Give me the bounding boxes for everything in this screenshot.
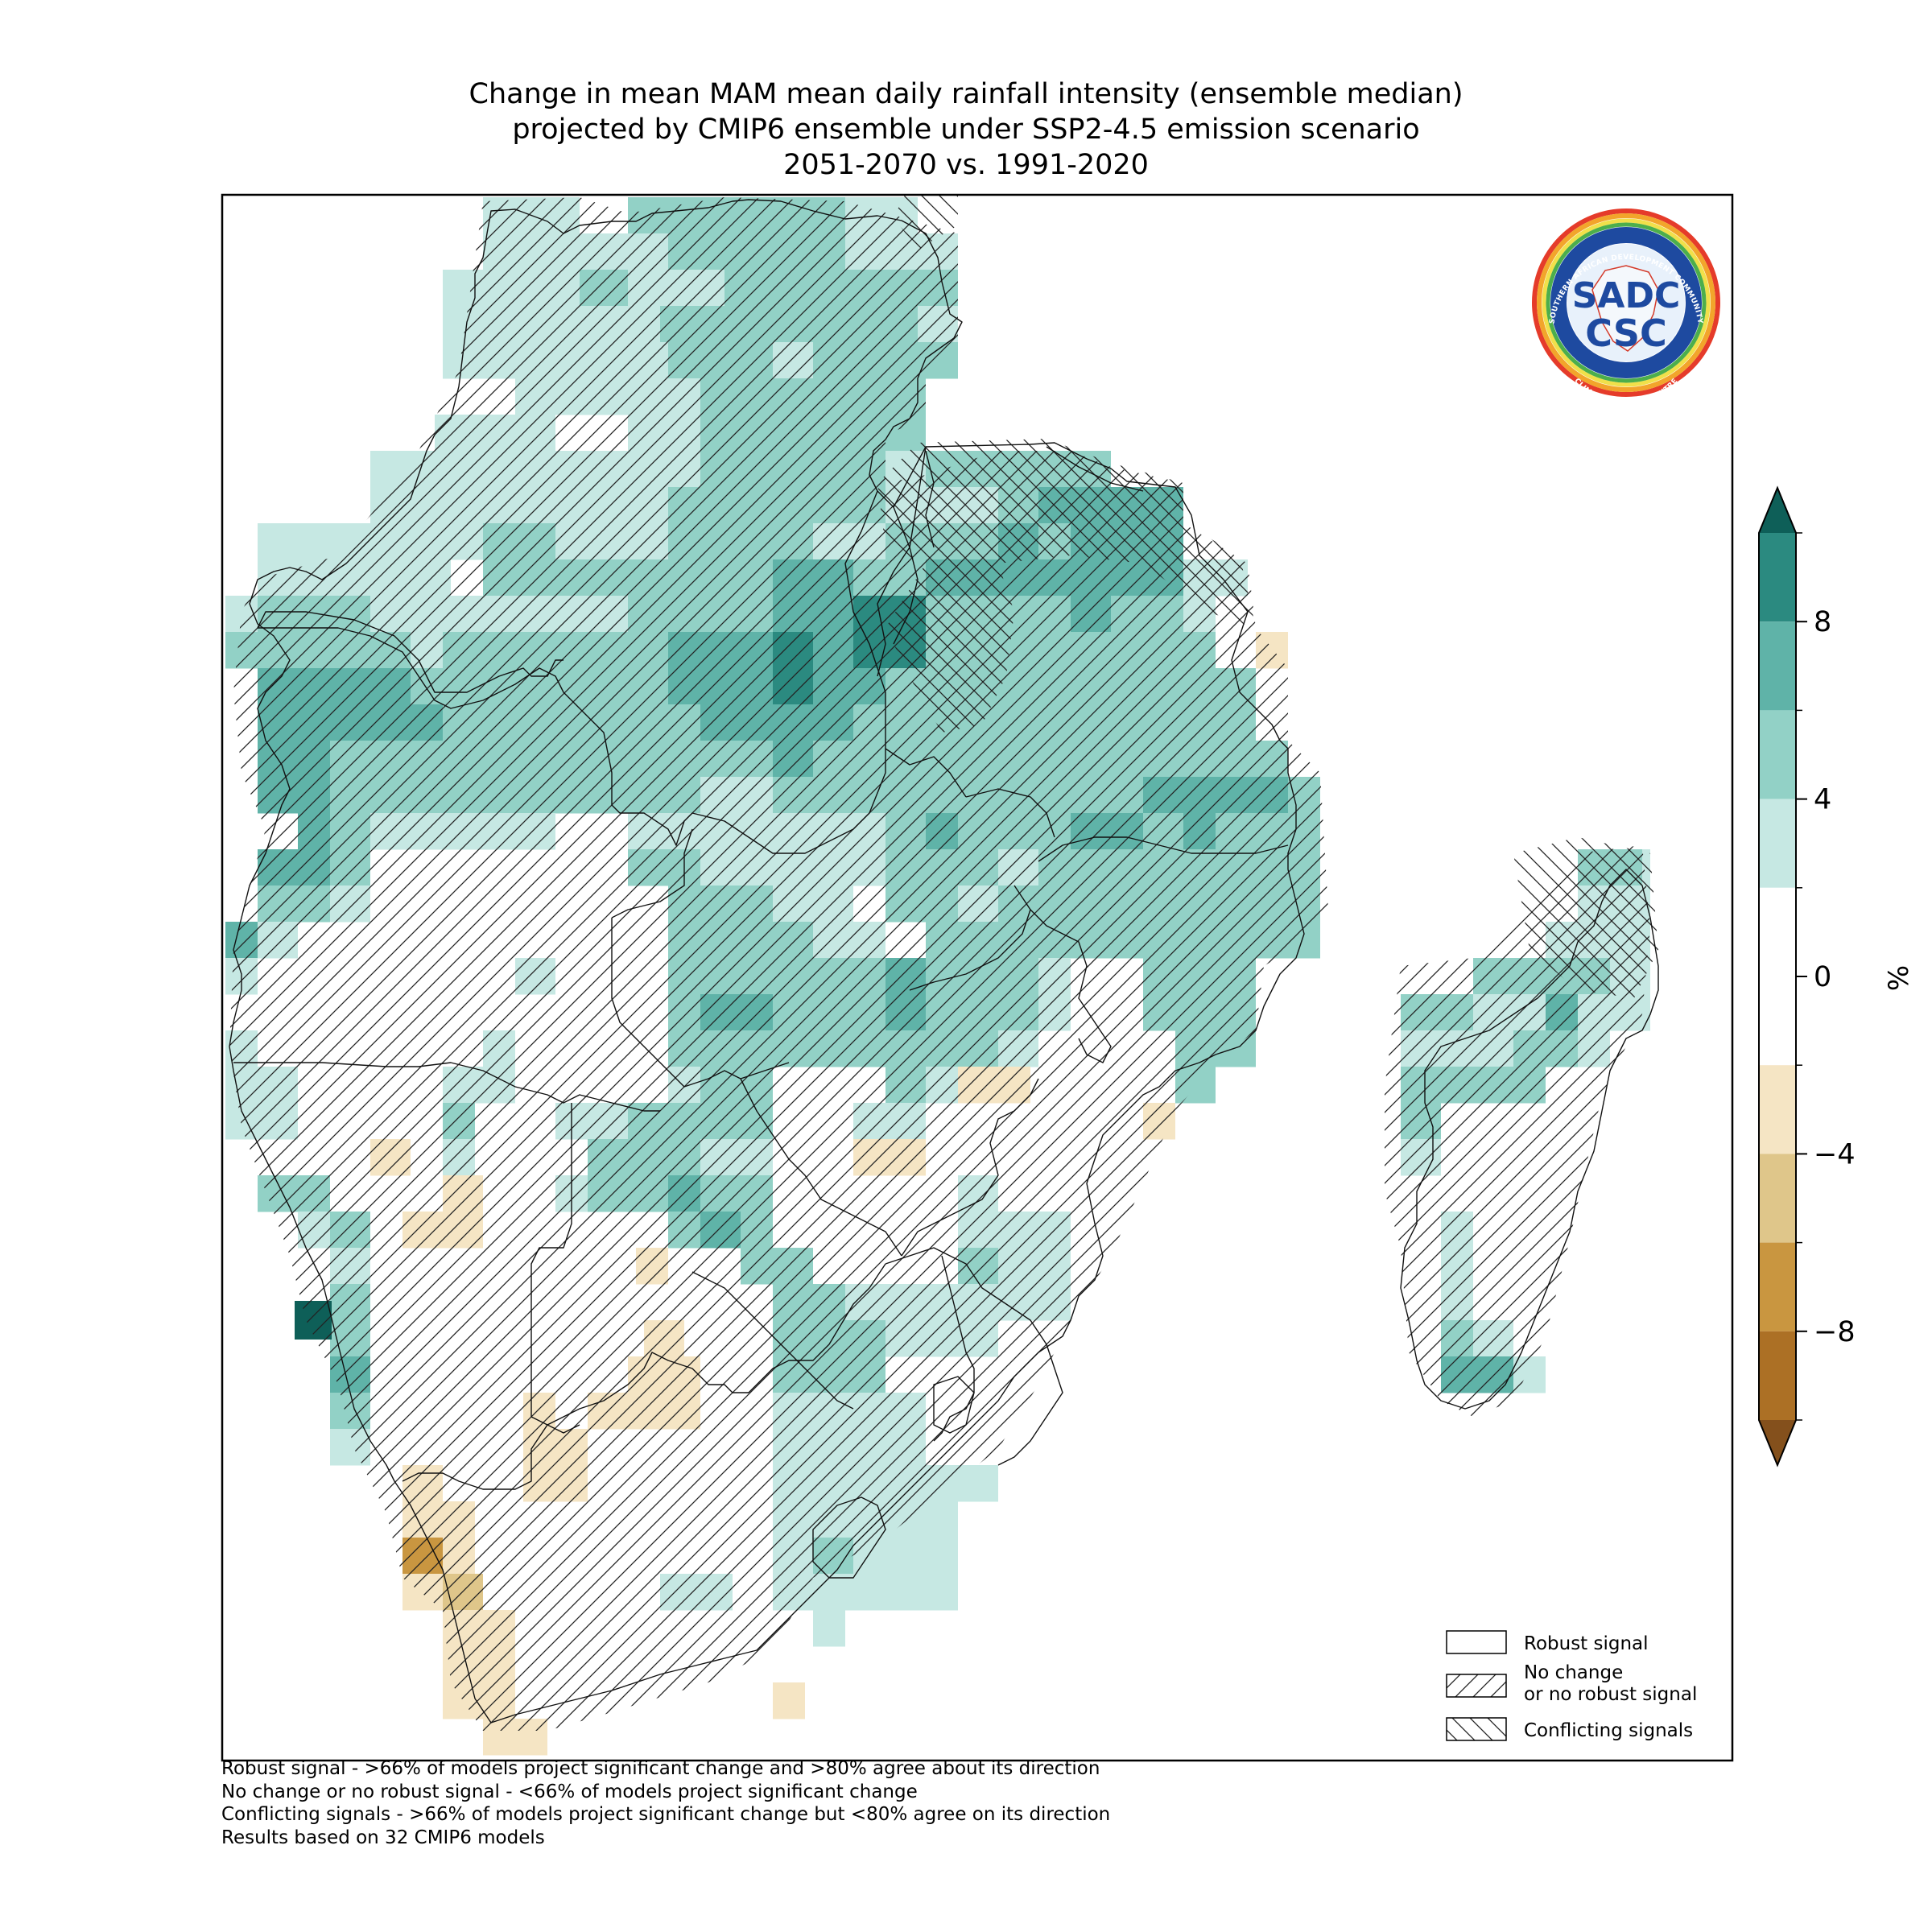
border-moz-sa: [933, 1255, 975, 1442]
colorbar-bin: [1759, 799, 1796, 888]
hatch-legend: Robust signal No change or no robust sig…: [1446, 1630, 1697, 1741]
colorbar-bin: [1759, 1242, 1796, 1331]
logo-letters-sadc: SADC: [1572, 275, 1681, 316]
mainland-coastline: [229, 199, 1305, 1724]
grid-cell: [886, 1538, 958, 1575]
colorbar-bin: [1759, 887, 1796, 1066]
grid-cell: [813, 1610, 845, 1647]
logo-africa-map: [1591, 265, 1659, 352]
legend-label-robust: Robust signal: [1524, 1633, 1649, 1654]
colorbar-tick-label: 4: [1814, 784, 1831, 816]
border-drc-tanzania: [844, 490, 886, 749]
eswatini: [933, 1376, 975, 1434]
logo-outer-ring-yellow: [1542, 218, 1711, 387]
border-moz-tanzania: [1038, 836, 1289, 862]
footnote-robust: Robust signal - >66% of models project s…: [221, 1758, 1100, 1779]
grid-cell: [886, 1574, 958, 1611]
border-zimbabwe-sa: [748, 1263, 886, 1393]
colorbar-bin: [1759, 1154, 1796, 1243]
border-tanzania-kenya: [1046, 446, 1144, 492]
legend-label-no-change-2: or no robust signal: [1524, 1684, 1697, 1705]
colorbar: 8 4 0 −4 −8: [1758, 485, 1856, 1468]
border-botswana-zimbabwe: [691, 1271, 854, 1410]
sadc-csc-logo: SADC CSC SOUTHERN AFRICAN DEVELOPMENT CO…: [1532, 208, 1720, 408]
border-sa-namibia: [402, 1424, 548, 1490]
border-zimbabwe-moz: [885, 1247, 1047, 1345]
border-botswana-sa: [547, 1352, 749, 1426]
border-tanzania-west: [877, 446, 927, 677]
lake-tanganyika: [893, 506, 919, 645]
border-drc-zambia: [691, 748, 967, 854]
colorbar-extend-bottom: [1759, 1420, 1796, 1465]
border-drc-angola: [258, 627, 693, 846]
colorbar-bin: [1759, 710, 1796, 799]
grid-cell: [773, 1682, 805, 1719]
madagascar-outline: [1400, 869, 1659, 1410]
border-tanzania-zambia: [965, 788, 1055, 838]
border-malawi: [1030, 909, 1112, 1063]
colorbar-tick-label: −8: [1814, 1316, 1856, 1348]
border-zambia-moz: [901, 1078, 1039, 1257]
country-boundaries: [229, 199, 1305, 1724]
grid-cell: [926, 1501, 958, 1538]
colorbar-tick-label: −4: [1814, 1138, 1856, 1170]
logo-outer-ring-orange: [1537, 213, 1715, 392]
colorbar-bin: [1759, 1065, 1796, 1154]
footnote-no-change: No change or no robust signal - <66% of …: [221, 1781, 918, 1802]
lake-victoria: [925, 450, 935, 548]
chart-title: Change in mean MAM mean daily rainfall i…: [0, 76, 1932, 183]
border-angola-zambia: [611, 828, 693, 919]
border-zambia-zimbabwe: [740, 1078, 902, 1257]
border-namibia-botswana: [530, 1103, 580, 1434]
colorbar-tick-label: 8: [1814, 606, 1831, 638]
footnotes: Robust signal - >66% of models project s…: [221, 1757, 1110, 1849]
border-angola-namibia: [233, 1062, 660, 1112]
mozambique-channel-coast: [997, 1344, 1063, 1466]
logo-outer-ring-red: [1532, 208, 1720, 397]
colorbar-bin: [1759, 533, 1796, 622]
legend-label-conflicting: Conflicting signals: [1524, 1720, 1693, 1741]
logo-letters-csc: CSC: [1585, 312, 1667, 355]
colorbar-tick-label: 0: [1814, 961, 1831, 993]
drc-north-border: [257, 611, 564, 693]
legend-swatch-no-change: [1446, 1674, 1507, 1698]
legend-label-no-change-1: No change: [1524, 1662, 1623, 1683]
legend-swatch-conflicting: [1446, 1717, 1507, 1741]
title-line-2: projected by CMIP6 ensemble under SSP2-4…: [512, 114, 1420, 146]
footnote-model-count: Results based on 32 CMIP6 models: [221, 1827, 545, 1848]
lesotho: [812, 1496, 886, 1579]
border-zambia-west: [611, 918, 790, 1088]
colorbar-bin: [1759, 1331, 1796, 1420]
colorbar-bin: [1759, 621, 1796, 711]
logo-blue-band: [1550, 227, 1702, 378]
footnote-conflicting: Conflicting signals - >66% of models pro…: [221, 1804, 1111, 1825]
logo-outer-ring-green: [1546, 222, 1707, 383]
plot-frame: [221, 193, 1734, 1762]
hatch-conflicting-signals: [877, 195, 1658, 998]
legend-swatch-robust: [1446, 1630, 1507, 1654]
colorbar-extend-top: [1759, 488, 1796, 533]
title-line-1: Change in mean MAM mean daily rainfall i…: [469, 78, 1463, 110]
colorbar-unit-label: %: [1883, 965, 1915, 991]
title-line-3: 2051-2070 vs. 1991-2020: [783, 149, 1149, 181]
